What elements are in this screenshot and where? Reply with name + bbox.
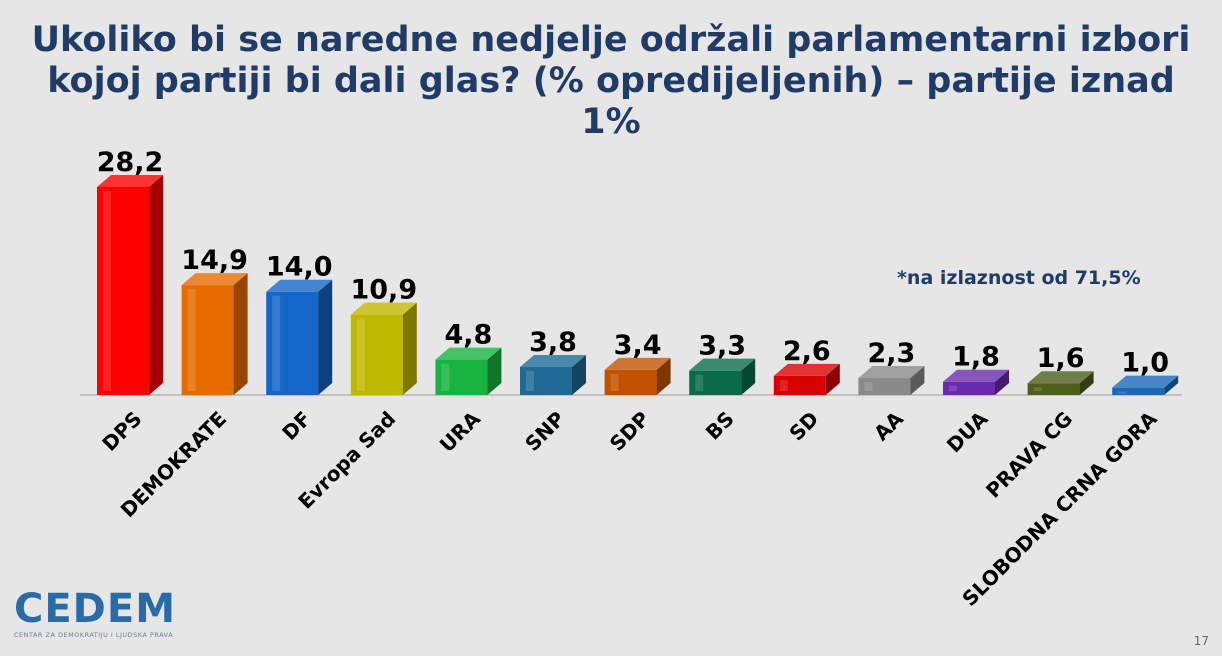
bar-top-4 — [435, 347, 502, 360]
bar-top-2 — [266, 279, 333, 292]
bar-highlight-8 — [779, 379, 788, 391]
bar-highlight-4 — [441, 363, 450, 391]
bar-side-2 — [318, 279, 333, 395]
value-label-3: 10,9 — [350, 275, 417, 306]
bar-highlight-12 — [1118, 391, 1127, 394]
category-label-0: DPS — [97, 407, 146, 456]
bar-top-6 — [604, 357, 671, 370]
category-label-8: SD — [784, 407, 823, 446]
bar-highlight-1 — [187, 289, 196, 391]
turnout-note: *na izlaznost od 71,5% — [897, 267, 1141, 289]
bar-side-1 — [233, 273, 248, 395]
bar-side-3 — [402, 302, 417, 395]
title-line-2: kojoj partiji bi dali glas? (% opredijel… — [47, 61, 1175, 101]
bar-top-5 — [520, 354, 586, 367]
bar-9 — [858, 366, 925, 395]
bar-side-12 — [1164, 375, 1179, 395]
bar-side-11 — [1079, 371, 1094, 395]
bar-top-12 — [1112, 375, 1179, 388]
bar-2 — [266, 279, 333, 395]
bar-front-12 — [1112, 387, 1165, 395]
bar-highlight-5 — [526, 370, 534, 391]
bar-top-8 — [773, 363, 840, 376]
value-label-0: 28,2 — [97, 147, 164, 178]
bar-highlight-0 — [103, 191, 111, 391]
bar-6 — [604, 357, 671, 395]
bar-highlight-7 — [695, 374, 704, 391]
bar-side-7 — [741, 358, 756, 395]
bar-11 — [1027, 371, 1094, 395]
bar-5 — [520, 354, 586, 395]
bar-side-6 — [656, 357, 671, 395]
value-label-9: 2,3 — [867, 338, 915, 369]
bar-front-11 — [1027, 383, 1080, 395]
bar-highlight-6 — [610, 373, 619, 391]
bar-10 — [943, 369, 1009, 395]
value-label-2: 14,0 — [266, 252, 333, 283]
value-label-7: 3,3 — [698, 331, 746, 362]
bar-side-8 — [825, 363, 840, 395]
bar-top-0 — [97, 175, 163, 187]
bar-3 — [350, 302, 417, 395]
bar-highlight-11 — [1033, 387, 1042, 391]
bar-8 — [773, 363, 840, 395]
category-label-5: SNP — [520, 407, 569, 456]
bar-side-10 — [995, 369, 1009, 395]
category-label-7: BS — [701, 407, 739, 445]
bar-top-7 — [689, 358, 756, 371]
bar-highlight-10 — [949, 385, 957, 391]
bar-side-0 — [149, 175, 163, 395]
bar-0 — [97, 175, 163, 395]
bar-7 — [689, 358, 756, 395]
bar-top-1 — [181, 273, 248, 286]
bar-top-9 — [858, 366, 925, 379]
value-label-6: 3,4 — [614, 330, 662, 361]
bar-side-4 — [487, 347, 502, 395]
logo-subtitle: CENTAR ZA DEMOKRATIJU I LJUDSKA PRAVA — [14, 631, 174, 639]
value-label-12: 1,0 — [1121, 348, 1169, 379]
logo-text: CEDEM — [14, 586, 177, 632]
page-number: 17 — [1193, 634, 1209, 648]
category-label-9: AA — [869, 406, 908, 445]
value-label-5: 3,8 — [529, 327, 577, 358]
category-label-2: DF — [277, 407, 315, 445]
title-line-3: 1% — [581, 102, 641, 142]
value-label-1: 14,9 — [181, 245, 248, 276]
bar-4 — [435, 347, 502, 395]
bar-highlight-9 — [864, 382, 873, 391]
bar-side-9 — [910, 366, 925, 395]
bar-top-11 — [1027, 371, 1094, 384]
bar-side-5 — [572, 354, 586, 395]
cedem-logo: CEDEM CENTAR ZA DEMOKRATIJU I LJUDSKA PR… — [14, 586, 204, 639]
bar-front-10 — [943, 381, 995, 395]
value-label-4: 4,8 — [444, 320, 492, 351]
value-label-10: 1,8 — [952, 342, 1000, 373]
chart-title: Ukoliko bi se naredne nedjelje održali p… — [0, 20, 1222, 143]
category-label-4: URA — [435, 406, 486, 457]
value-label-11: 1,6 — [1037, 343, 1085, 374]
category-label-10: DUA — [942, 406, 993, 457]
bar-highlight-2 — [272, 295, 281, 391]
bar-top-3 — [350, 302, 417, 315]
value-label-8: 2,6 — [783, 336, 831, 367]
bar-top-10 — [943, 369, 1009, 382]
bar-12 — [1112, 375, 1179, 395]
bar-1 — [181, 273, 248, 395]
bar-highlight-3 — [356, 318, 365, 391]
title-line-1: Ukoliko bi se naredne nedjelje održali p… — [31, 20, 1191, 60]
category-label-6: SDP — [605, 407, 654, 456]
